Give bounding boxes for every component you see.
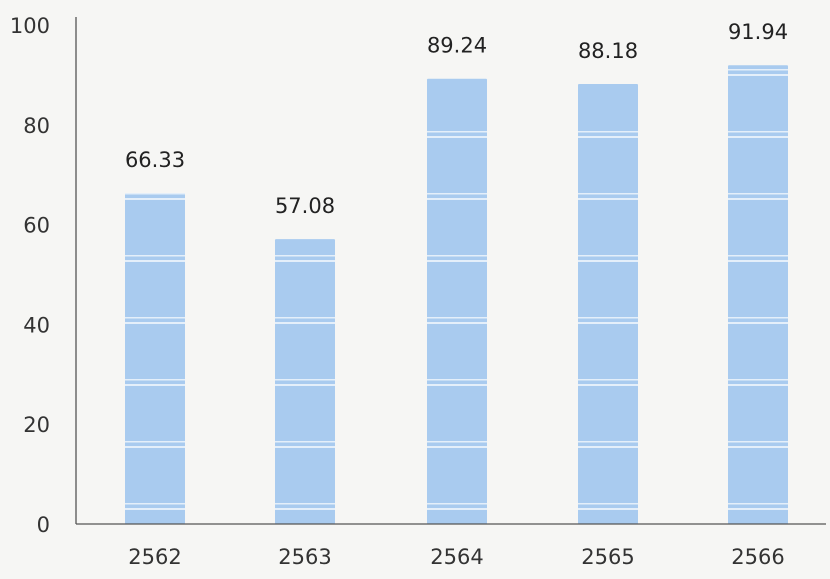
bar-2562 bbox=[125, 193, 185, 524]
y-tick-label-60: 60 bbox=[23, 214, 50, 238]
x-tick-label-2563: 2563 bbox=[278, 545, 331, 569]
bar-stripe bbox=[275, 322, 335, 324]
data-label-2566: 91.94 bbox=[728, 20, 788, 44]
bar-stripe bbox=[728, 441, 788, 443]
bar-stripe bbox=[275, 260, 335, 262]
bar-stripe bbox=[578, 379, 638, 381]
bar-stripe bbox=[125, 198, 185, 200]
labels-layer: 66.33 2562 57.08 2563 89.24 2564 88.18 2565 91.9… bbox=[10, 14, 788, 569]
bar-stripe bbox=[275, 317, 335, 319]
bar-stripe bbox=[275, 441, 335, 443]
bar-stripe bbox=[578, 446, 638, 448]
bar-stripe bbox=[427, 384, 487, 386]
x-tick-label-2565: 2565 bbox=[581, 545, 634, 569]
bar-2566 bbox=[728, 65, 788, 525]
bar-stripe bbox=[728, 379, 788, 381]
bar-stripe bbox=[125, 255, 185, 257]
data-label-2562: 66.33 bbox=[125, 148, 185, 172]
x-tick-label-2562: 2562 bbox=[128, 545, 181, 569]
bars-layer bbox=[125, 65, 788, 525]
bar-stripe bbox=[275, 508, 335, 510]
bar-stripe bbox=[125, 508, 185, 510]
data-label-2565: 88.18 bbox=[578, 39, 638, 63]
bar-stripe bbox=[427, 317, 487, 319]
bar-group-2563 bbox=[275, 239, 335, 524]
bar-stripe bbox=[728, 384, 788, 386]
bar-stripe bbox=[427, 379, 487, 381]
bar-stripe bbox=[728, 260, 788, 262]
bar-stripe bbox=[125, 441, 185, 443]
bar-stripe bbox=[427, 193, 487, 195]
bar-group-2566 bbox=[728, 65, 788, 525]
bar-stripe bbox=[578, 322, 638, 324]
y-tick-label-40: 40 bbox=[23, 313, 50, 337]
bar-stripe bbox=[125, 260, 185, 262]
bar-stripe bbox=[578, 198, 638, 200]
bar-stripe bbox=[275, 379, 335, 381]
bar-stripe bbox=[578, 136, 638, 138]
bar-stripe bbox=[578, 131, 638, 133]
y-tick-label-0: 0 bbox=[37, 513, 50, 537]
bar-stripe bbox=[125, 503, 185, 505]
bar-stripe bbox=[728, 131, 788, 133]
x-tick-label-2564: 2564 bbox=[430, 545, 483, 569]
bar-stripe bbox=[578, 260, 638, 262]
bar-stripe bbox=[728, 508, 788, 510]
bar-group-2562 bbox=[125, 193, 185, 524]
bar-group-2565 bbox=[578, 83, 638, 524]
bar-stripe bbox=[427, 441, 487, 443]
bar-stripe bbox=[427, 255, 487, 257]
bar-stripe bbox=[728, 446, 788, 448]
bar-stripe bbox=[125, 317, 185, 319]
bar-stripe bbox=[125, 322, 185, 324]
bar-stripe bbox=[728, 74, 788, 76]
bar-2563 bbox=[275, 239, 335, 524]
bar-stripe bbox=[275, 384, 335, 386]
bar-2564 bbox=[427, 78, 487, 525]
bar-stripe bbox=[427, 198, 487, 200]
bar-stripe bbox=[578, 384, 638, 386]
bar-stripe bbox=[578, 317, 638, 319]
bar-stripe bbox=[578, 193, 638, 195]
bar-stripe bbox=[275, 503, 335, 505]
bar-stripe bbox=[125, 446, 185, 448]
data-label-2563: 57.08 bbox=[275, 194, 335, 218]
bar-stripe bbox=[125, 193, 185, 195]
y-tick-label-20: 20 bbox=[23, 413, 50, 437]
bar-2565 bbox=[578, 83, 638, 524]
bar-stripe bbox=[125, 379, 185, 381]
data-label-2564: 89.24 bbox=[427, 34, 487, 58]
bar-stripe bbox=[427, 446, 487, 448]
bar-stripe bbox=[728, 255, 788, 257]
bar-stripe bbox=[427, 503, 487, 505]
y-tick-label-100: 100 bbox=[10, 14, 50, 38]
bar-stripe bbox=[578, 255, 638, 257]
bar-stripe bbox=[728, 69, 788, 71]
bar-stripe bbox=[728, 198, 788, 200]
bar-stripe bbox=[728, 193, 788, 195]
bar-stripe bbox=[427, 136, 487, 138]
bar-stripe bbox=[427, 131, 487, 133]
bar-stripe bbox=[427, 322, 487, 324]
bar-stripe bbox=[578, 441, 638, 443]
bar-stripe bbox=[728, 322, 788, 324]
bar-stripe bbox=[275, 255, 335, 257]
bar-stripe bbox=[728, 136, 788, 138]
bar-stripe bbox=[275, 446, 335, 448]
bar-stripe bbox=[578, 503, 638, 505]
bar-stripe bbox=[125, 384, 185, 386]
y-tick-label-80: 80 bbox=[23, 114, 50, 138]
bar-stripe bbox=[728, 503, 788, 505]
bar-stripe bbox=[427, 508, 487, 510]
bar-group-2564 bbox=[427, 78, 487, 525]
x-tick-label-2566: 2566 bbox=[731, 545, 784, 569]
axes-layer bbox=[75, 17, 826, 525]
bar-stripe bbox=[728, 317, 788, 319]
bar-stripe bbox=[427, 260, 487, 262]
bar-stripe bbox=[578, 508, 638, 510]
